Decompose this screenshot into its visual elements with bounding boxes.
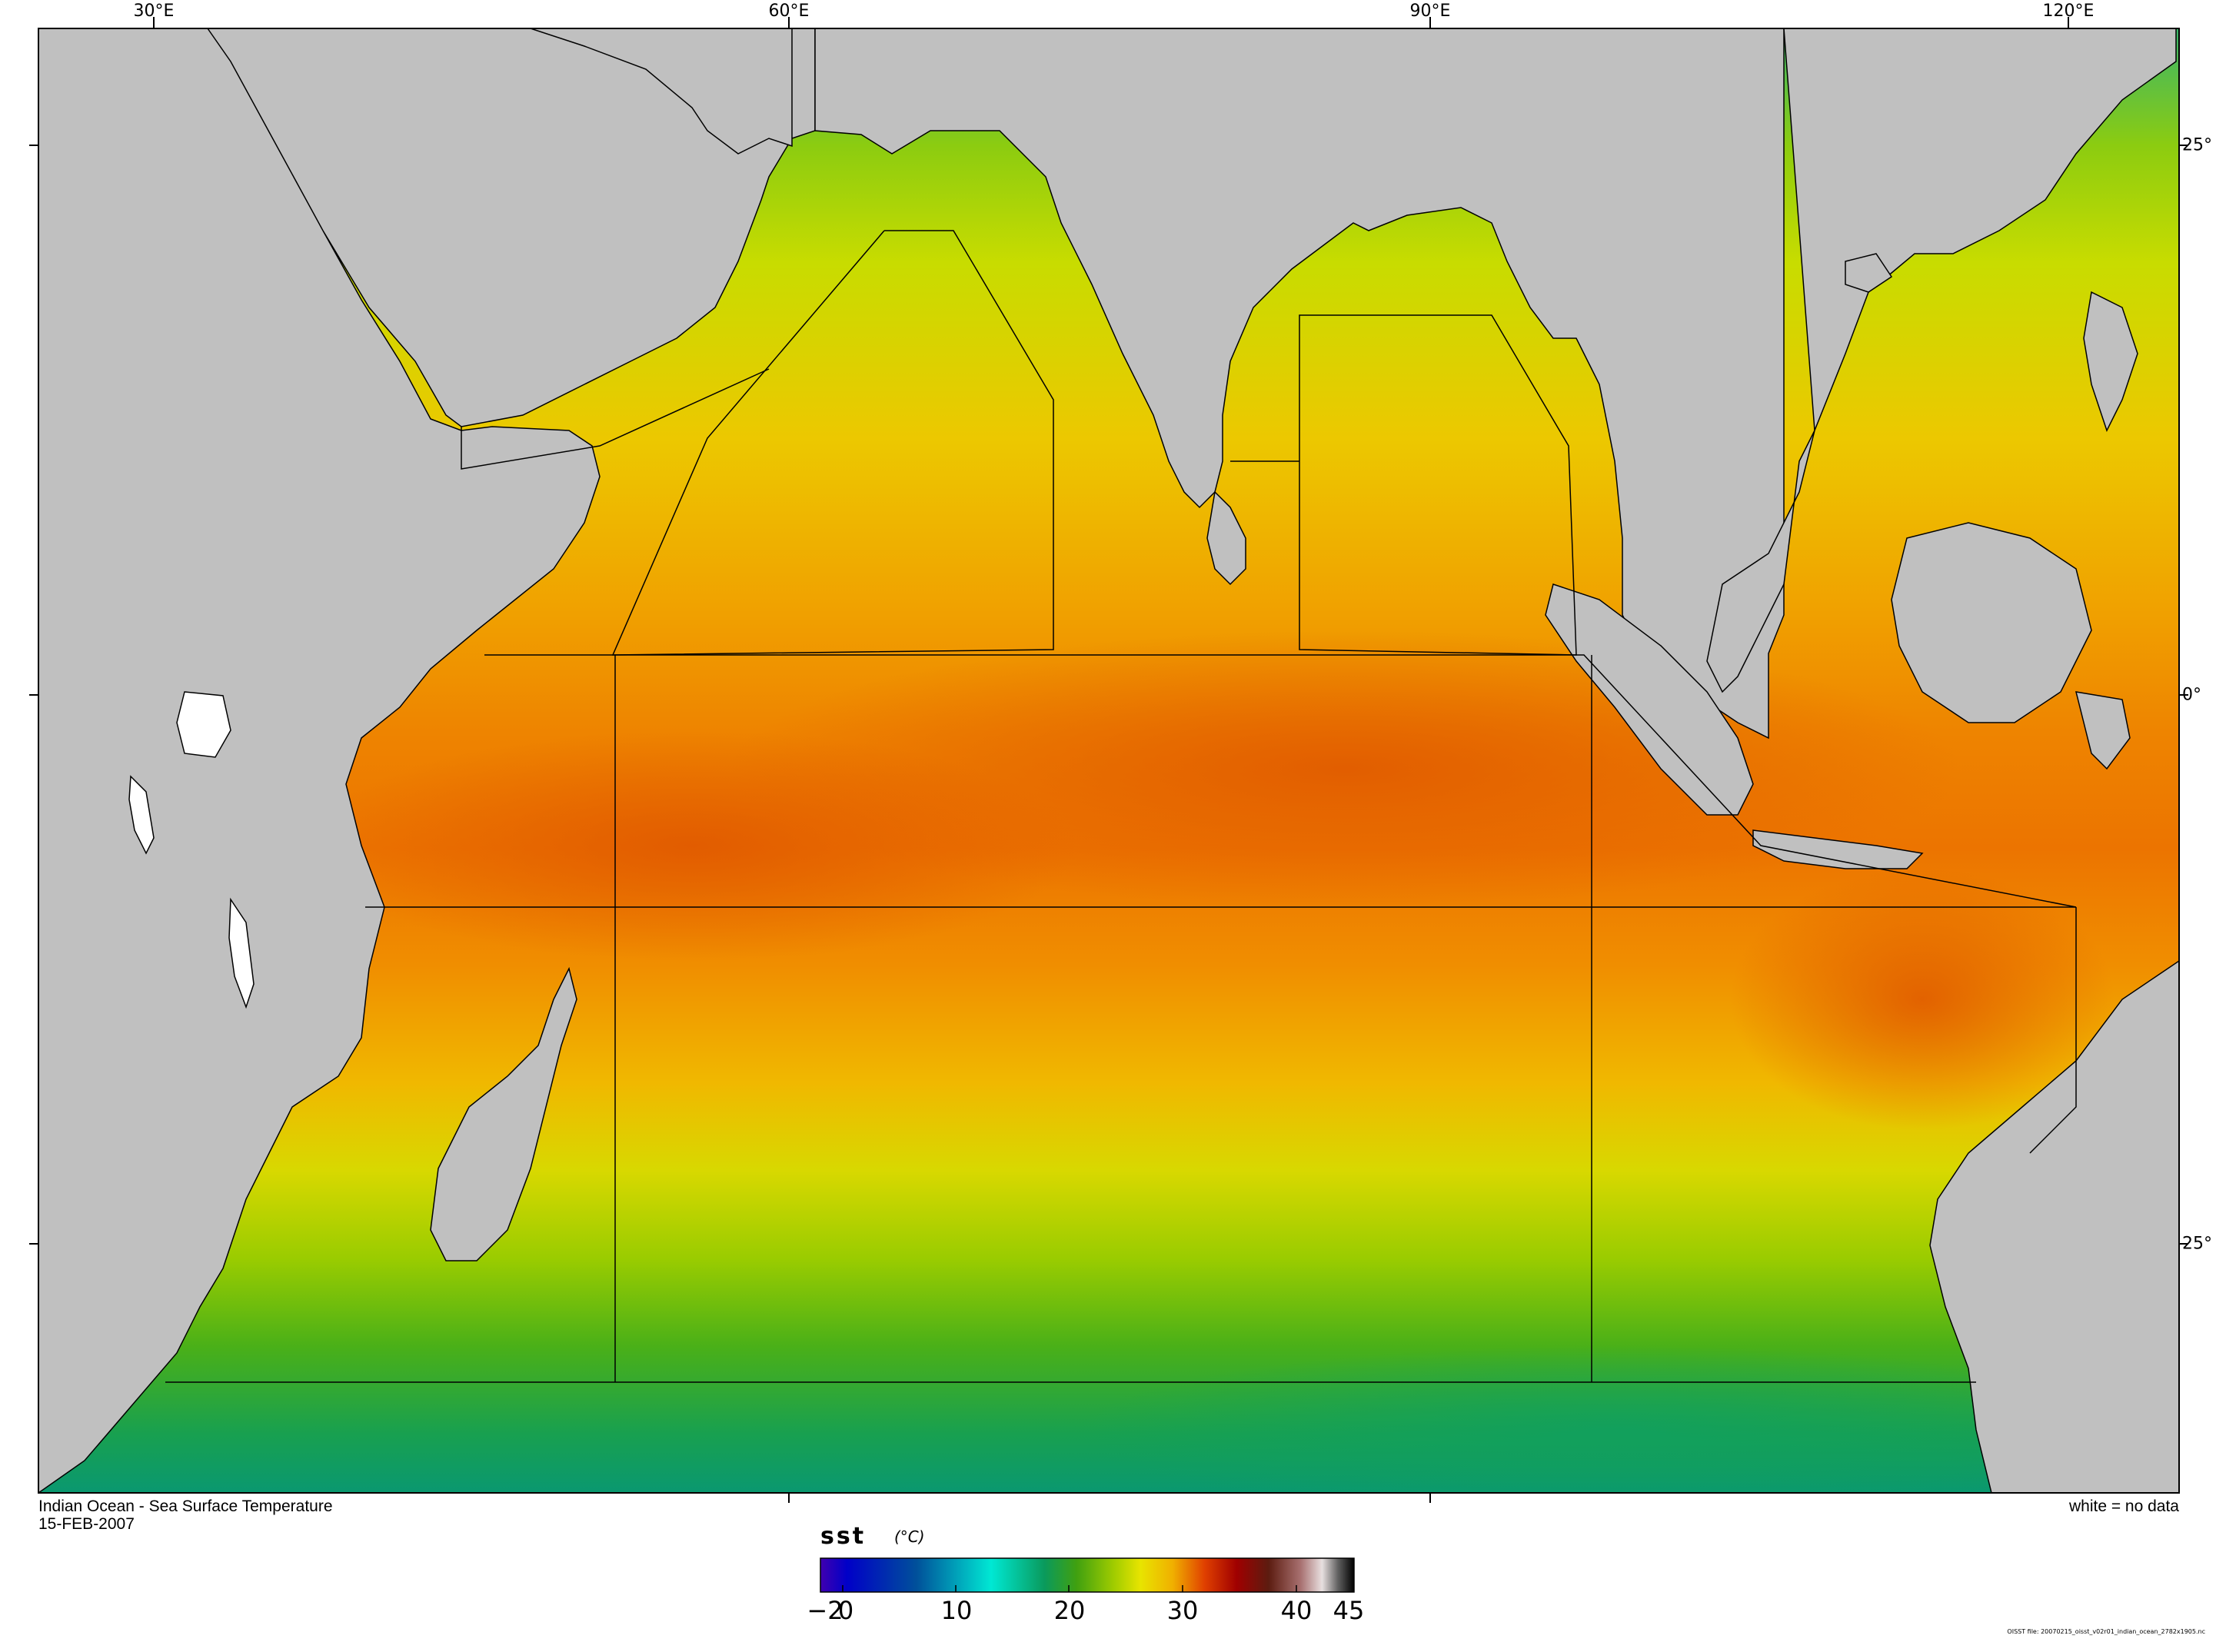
colorbar-tick-label: 30 (1166, 1596, 1199, 1625)
region-gulf-aden (461, 368, 770, 470)
lat-ticks (29, 145, 2188, 1245)
warm-pool-west (308, 730, 1076, 961)
region-east (2029, 907, 2077, 1154)
colorbar-gradient (820, 1557, 1355, 1593)
lon-ticks (153, 17, 2069, 1503)
colorbar-tick-label: −2 (807, 1596, 843, 1625)
hainan (1845, 253, 1893, 293)
indochina-peninsula (1706, 28, 2177, 693)
colorbar-tick-label: 10 (940, 1596, 973, 1625)
colorbar-tick-label: 20 (1053, 1596, 1086, 1625)
colorbar-tick-label: 40 (1280, 1596, 1313, 1625)
colorbar-tick-label: 45 (1333, 1596, 1365, 1625)
lake-malawi (228, 897, 255, 1009)
source-file-note: OISST file: 20070215_oisst_v02r01_indian… (2007, 1628, 2205, 1635)
colorbar-ticks (842, 1585, 1297, 1592)
lake-victoria (176, 691, 231, 758)
map-date: 15-FEB-2007 (38, 1515, 135, 1533)
region-bay-of-bengal (1230, 314, 1577, 656)
sulawesi (2075, 691, 2131, 770)
warm-pool-southeast (1730, 869, 2115, 1130)
colorbar-tick-label: 0 (837, 1596, 854, 1625)
colorbar-variable: sst (820, 1523, 867, 1550)
colorbar-units: (°C) (894, 1527, 925, 1546)
no-data-note: white = no data (2068, 1497, 2179, 1515)
region-boundaries (165, 230, 2077, 1383)
colorbar (820, 1557, 1355, 1593)
philippines (2083, 291, 2138, 432)
madagascar (430, 966, 577, 1261)
map-frame (38, 28, 2180, 1494)
sumatra (1545, 583, 1754, 816)
land-masses (38, 28, 2179, 1493)
arabian-peninsula (530, 28, 793, 155)
java (1752, 829, 1924, 869)
region-equatorial-band (365, 654, 2077, 908)
map-title: Indian Ocean - Sea Surface Temperature (38, 1497, 333, 1515)
africa-arabia-land (38, 28, 816, 1493)
lake-tanganyika (128, 775, 155, 855)
borneo (1891, 522, 2092, 723)
region-arabian-sea (611, 230, 1054, 656)
sri-lanka (1206, 490, 1246, 586)
no-data-areas (128, 691, 255, 1009)
